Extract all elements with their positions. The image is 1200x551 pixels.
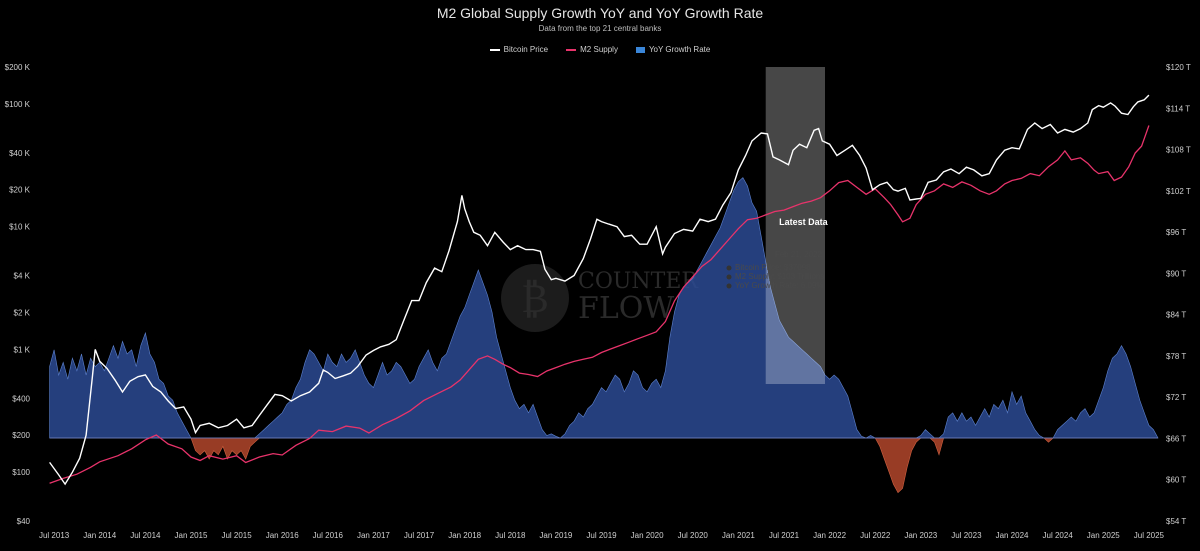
legend-item-yoy-growth-rate[interactable]: YoY Growth Rate (635, 45, 711, 54)
m2-supply-line[interactable] (49, 125, 1150, 484)
x-tick-label: Jan 2023 (904, 531, 937, 540)
x-tick-label: Jul 2021 (769, 531, 800, 540)
tooltip: Feb 21, 2022 Bitcoin Price: $37098 M2 Su… (726, 250, 824, 290)
y-left-tick-label: $200 (12, 431, 30, 440)
latest-data-label: Latest Data (779, 217, 829, 227)
watermark-bitcoin-symbol: ₿ (521, 276, 549, 322)
y-left-tick-label: $100 (12, 468, 30, 477)
chart-subtitle: Data from the top 21 central banks (538, 24, 662, 33)
y-left-tick-label: $40 (17, 517, 31, 526)
y-right-tick-label: $54 T (1166, 517, 1186, 526)
x-tick-label: Jan 2019 (539, 531, 572, 540)
y-right-tick-label: $114 T (1166, 104, 1190, 113)
legend-item-bitcoin-price[interactable]: Bitcoin Price (489, 45, 549, 54)
legend-swatch-m2 (566, 48, 577, 51)
yoy-growth-negative-area[interactable] (49, 437, 1158, 494)
y-right-tick-label: $60 T (1166, 476, 1186, 485)
y-left-tick-label: $4 K (14, 272, 31, 281)
y-left-tick-label: $40 K (9, 149, 31, 158)
x-tick-label: Jan 2025 (1087, 531, 1120, 540)
y-right-tick-label: $90 T (1166, 269, 1186, 278)
legend-label-yoy: YoY Growth Rate (648, 45, 711, 54)
y-right-tick-label: $108 T (1166, 146, 1191, 155)
y-left-tick-label: $1 K (14, 345, 31, 354)
x-tick-label: Jul 2023 (951, 531, 982, 540)
watermark-coin-icon (501, 264, 569, 332)
x-tick-label: Jan 2024 (996, 531, 1029, 540)
y-left-tick-label: $100 K (5, 100, 31, 109)
legend-swatch-bitcoin (489, 48, 500, 51)
watermark: ₿ COUNTER FLOW (501, 264, 699, 332)
x-tick-label: Jul 2015 (221, 531, 252, 540)
tooltip-dot-icon (726, 283, 732, 289)
x-tick-label: Jul 2024 (1043, 531, 1074, 540)
latest-data-highlight[interactable] (765, 67, 826, 384)
watermark-text-bottom: FLOW (578, 291, 674, 326)
bitcoin-price-line[interactable] (49, 94, 1150, 486)
tooltip-date: Feb 21, 2022 (775, 250, 823, 259)
tooltip-dot-icon (726, 274, 732, 280)
legend-label-bitcoin: Bitcoin Price (503, 45, 549, 54)
x-tick-label: Jan 2020 (631, 531, 664, 540)
tooltip-line-m2: M2 Supply: $103 Trillions (735, 272, 824, 281)
x-tick-label: Jul 2017 (404, 531, 435, 540)
x-tick-label: Jul 2025 (1134, 531, 1165, 540)
x-tick-label: Jul 2019 (586, 531, 617, 540)
y-right-tick-label: $84 T (1166, 311, 1186, 320)
x-tick-label: Jul 2022 (860, 531, 891, 540)
y-right-tick-label: $66 T (1166, 434, 1186, 443)
x-tick-label: Jul 2014 (130, 531, 161, 540)
y-right-tick-label: $102 T (1166, 187, 1191, 196)
x-tick-label: Jan 2014 (83, 531, 116, 540)
y-right-tick-label: $96 T (1166, 228, 1186, 237)
x-tick-label: Jan 2018 (448, 531, 481, 540)
y-left-tick-label: $10 K (9, 223, 31, 232)
y-left-tick-label: $20 K (9, 186, 31, 195)
legend: Bitcoin Price M2 Supply YoY Growth Rate (0, 45, 1200, 54)
y-right-tick-label: $72 T (1166, 393, 1186, 402)
x-tick-label: Jul 2018 (495, 531, 526, 540)
x-tick-label: Jan 2021 (722, 531, 755, 540)
x-tick-label: Jul 2020 (678, 531, 709, 540)
x-tick-label: Jul 2013 (39, 531, 70, 540)
y-left-tick-label: $400 (12, 394, 30, 403)
tooltip-dot-icon (726, 265, 732, 271)
y-right-tick-label: $120 T (1166, 63, 1191, 72)
y-left-tick-label: $200 K (5, 63, 31, 72)
chart-title: M2 Global Supply Growth YoY and YoY Grow… (436, 5, 764, 21)
x-tick-label: Jan 2016 (266, 531, 299, 540)
y-left-tick-label: $2 K (14, 308, 31, 317)
watermark-text-top: COUNTER (578, 269, 699, 294)
tooltip-line-yoy: YoY Growth Rate: 6.09% (735, 281, 824, 290)
legend-item-m2-supply[interactable]: M2 Supply (566, 45, 618, 54)
x-tick-label: Jan 2015 (175, 531, 208, 540)
y-right-tick-label: $78 T (1166, 352, 1186, 361)
legend-swatch-yoy (635, 46, 645, 53)
tooltip-line-bitcoin: Bitcoin Price: $37098 (735, 263, 811, 272)
legend-label-m2: M2 Supply (580, 45, 618, 54)
x-tick-label: Jan 2022 (813, 531, 846, 540)
x-tick-label: Jul 2016 (313, 531, 344, 540)
x-tick-label: Jan 2017 (357, 531, 390, 540)
